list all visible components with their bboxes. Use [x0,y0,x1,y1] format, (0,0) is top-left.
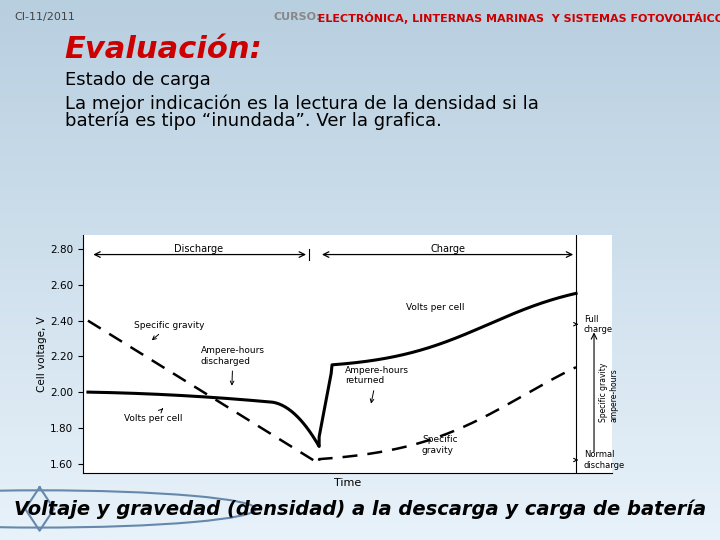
Text: Estado de carga: Estado de carga [65,71,210,89]
Text: Specific gravity: Specific gravity [134,321,204,340]
Text: Normal
discharge: Normal discharge [574,450,625,470]
Text: Ampere-hours
returned: Ampere-hours returned [345,366,409,403]
Text: Specific
gravity: Specific gravity [422,435,457,455]
Text: Discharge: Discharge [174,244,223,254]
Text: ELECTRÓNICA, LINTERNAS MARINAS  Y SISTEMAS FOTOVOLTÁICOS: ELECTRÓNICA, LINTERNAS MARINAS Y SISTEMA… [310,12,720,24]
Y-axis label: Cell voltage, V: Cell voltage, V [37,316,48,392]
Text: CURSO:: CURSO: [274,12,321,22]
Text: Volts per cell: Volts per cell [124,409,182,423]
Text: Charge: Charge [430,244,465,254]
Text: Specific gravity
ampere-hours: Specific gravity ampere-hours [599,362,618,422]
Text: CI-11/2011: CI-11/2011 [14,12,76,22]
X-axis label: Time: Time [334,478,361,488]
Text: Evaluación:: Evaluación: [65,35,263,64]
Text: Voltaje y gravedad (densidad) a la descarga y carga de batería: Voltaje y gravedad (densidad) a la desca… [14,499,706,519]
Text: Full
charge: Full charge [574,314,613,334]
Text: Volts per cell: Volts per cell [407,303,465,312]
Text: batería es tipo “inundada”. Ver la grafica.: batería es tipo “inundada”. Ver la grafi… [65,112,441,130]
Text: Ampere-hours
discharged: Ampere-hours discharged [201,346,265,384]
Text: La mejor indicación es la lectura de la densidad si la: La mejor indicación es la lectura de la … [65,94,539,113]
